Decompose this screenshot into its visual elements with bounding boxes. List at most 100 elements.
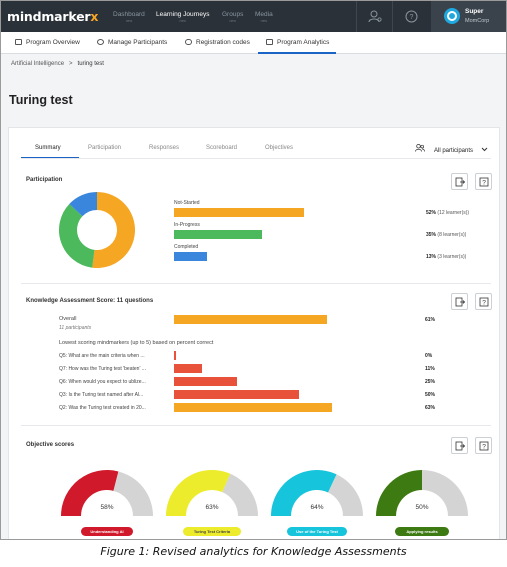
overall-label: Overall — [59, 316, 77, 322]
figure-caption: Figure 1: Revised analytics for Knowledg… — [100, 545, 407, 558]
chevron-down-icon — [475, 147, 488, 154]
participation-value: 35% (8 learner(s)) — [426, 232, 467, 238]
question-score-bar — [174, 364, 202, 373]
participation-label: Completed — [174, 244, 199, 250]
program-subnav: Program Overview Manage Participants Reg… — [1, 32, 506, 54]
nav-divider — [356, 1, 357, 32]
question-score-bar — [174, 377, 237, 386]
question-label[interactable]: Q6: When would you expect to ublize... — [59, 379, 146, 385]
participation-bar — [174, 208, 304, 217]
nav-divider — [392, 1, 393, 32]
objective-gauge — [271, 470, 363, 516]
objective-label: Understanding AI — [81, 527, 133, 536]
objective-gauge — [376, 470, 468, 516]
objective-gauge-value: 50% — [415, 504, 429, 511]
user-settings-icon[interactable] — [368, 10, 382, 28]
subnav-program-overview[interactable]: Program Overview — [15, 39, 80, 46]
question-label[interactable]: Q3: Is the Turing test named after Al... — [59, 392, 144, 398]
participants-icon — [415, 144, 425, 154]
tab-scoreboard[interactable]: Scoreboard — [206, 145, 238, 151]
app-window: mindmarkerx Dashboard new Learning Journe… — [0, 0, 507, 540]
gauge-fill — [166, 470, 231, 516]
nav-media[interactable]: Media new — [255, 11, 273, 23]
question-label[interactable]: Q5: What are the main criteria when ... — [59, 353, 145, 359]
export-button[interactable] — [451, 293, 468, 310]
tab-summary[interactable]: Summary — [35, 145, 61, 151]
active-subnav-indicator — [258, 52, 336, 54]
knowledge-title: Knowledge Assessment Score: 11 questions — [26, 298, 154, 304]
question-score-bar — [174, 390, 299, 399]
overview-icon — [15, 39, 22, 45]
breadcrumb-separator: > — [69, 61, 73, 67]
export-button[interactable] — [451, 437, 468, 454]
objective-gauge — [166, 470, 258, 516]
question-score-bar — [174, 403, 332, 412]
objective-gauge — [61, 470, 153, 516]
participation-label: Not-Started — [174, 200, 200, 206]
participation-title: Participation — [26, 177, 63, 183]
participants-icon — [97, 39, 104, 45]
nav-dashboard[interactable]: Dashboard new — [113, 11, 145, 23]
subnav-manage-participants[interactable]: Manage Participants — [97, 39, 167, 46]
subnav-program-analytics[interactable]: Program Analytics — [266, 39, 329, 46]
user-name: Super — [465, 8, 484, 15]
logo[interactable]: mindmarkerx — [7, 9, 99, 24]
question-score-value: 25% — [425, 379, 436, 385]
top-nav: mindmarkerx Dashboard new Learning Journe… — [1, 1, 506, 32]
objectives-title: Objective scores — [26, 442, 75, 448]
participation-bar — [174, 252, 207, 261]
gauge-remainder — [422, 470, 468, 516]
tab-responses[interactable]: Responses — [149, 145, 180, 151]
lowest-scoring-heading: Lowest scoring mindmarkers (up to 5) bas… — [59, 340, 214, 346]
export-button[interactable] — [451, 173, 468, 190]
participation-donut-chart — [59, 192, 136, 268]
breadcrumb-parent[interactable]: Artificial Intelligence — [11, 61, 65, 67]
nav-groups[interactable]: Groups new — [222, 11, 244, 23]
objective-gauge-value: 64% — [310, 504, 324, 511]
donut-slice — [69, 192, 97, 217]
donut-slice — [92, 192, 136, 268]
svg-text:?: ? — [482, 180, 486, 187]
help-button[interactable]: ? — [475, 173, 492, 190]
user-org: MomCorp — [465, 18, 490, 24]
participation-value: 52% (12 learner(s)) — [426, 210, 470, 216]
question-label[interactable]: Q2: Was the Turing test created in 20... — [59, 405, 146, 411]
breadcrumb: Artificial Intelligence > turing test — [11, 61, 104, 67]
question-score-bar — [174, 351, 176, 360]
tab-objectives[interactable]: Objectives — [265, 145, 294, 151]
participation-label: In-Progress — [174, 222, 200, 228]
tab-participation[interactable]: Participation — [88, 145, 122, 151]
analytics-panel: Summary Participation Responses Scoreboa… — [8, 127, 500, 539]
subnav-registration-codes[interactable]: Registration codes — [185, 39, 250, 46]
help-button[interactable]: ? — [475, 437, 492, 454]
question-score-value: 0% — [425, 353, 433, 359]
overall-score-bar — [174, 315, 327, 324]
question-label[interactable]: Q7: How was the Turing test 'beaten' ... — [59, 366, 146, 372]
nav-learning-journeys[interactable]: Learning Journeys new — [156, 11, 210, 23]
gauge-remainder — [222, 473, 258, 516]
objective-gauge-value: 58% — [100, 504, 114, 511]
help-button[interactable]: ? — [475, 293, 492, 310]
participants-filter-label: All participants — [434, 148, 474, 154]
gauge-remainder — [328, 474, 363, 516]
participants-filter[interactable]: All participants — [415, 144, 488, 154]
question-score-value: 50% — [425, 392, 436, 398]
participation-value: 13% (3 learner(s)) — [426, 254, 467, 260]
user-menu[interactable]: Super MomCorp — [431, 1, 506, 32]
overall-score-value: 61% — [425, 317, 436, 323]
participation-bar — [174, 230, 262, 239]
svg-text:?: ? — [410, 14, 414, 21]
gauge-fill — [61, 470, 119, 516]
gauge-fill — [376, 470, 422, 516]
objective-gauge-value: 63% — [205, 504, 219, 511]
objective-label: Use of the Turing Test — [287, 527, 347, 536]
gauge-remainder — [113, 471, 153, 516]
objective-label: Turing Test Criteria — [183, 527, 241, 536]
tabs-divider — [21, 158, 491, 159]
breadcrumb-current: turing test — [77, 61, 104, 67]
overall-participants: 11 participants — [59, 325, 92, 331]
svg-text:?: ? — [482, 300, 486, 307]
gauge-fill — [271, 470, 337, 516]
section-divider — [21, 425, 491, 426]
help-icon[interactable]: ? — [405, 10, 418, 28]
